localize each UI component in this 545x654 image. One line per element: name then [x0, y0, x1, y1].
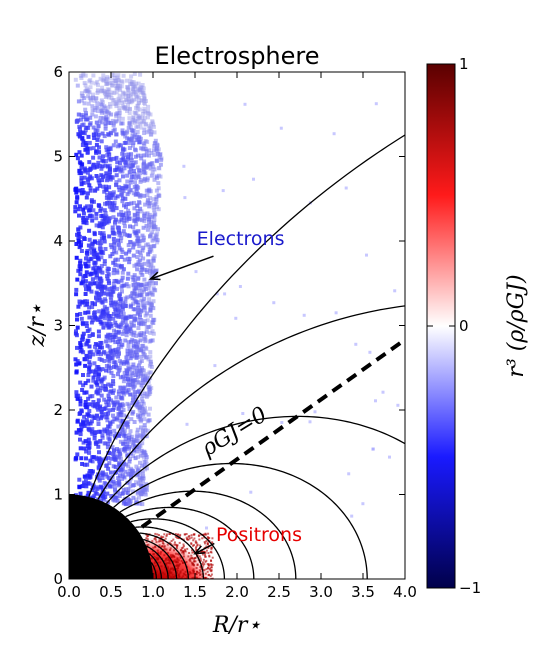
positrons-arrow: [194, 542, 215, 555]
positrons-label: Positrons: [216, 524, 302, 546]
x-tick-label: 1.5: [183, 583, 207, 601]
y-tick-label: 1: [53, 486, 63, 504]
null-surface-line: [126, 338, 405, 540]
x-tick-label: 3.5: [351, 583, 375, 601]
y-axis-label: z/r⋆: [25, 303, 50, 348]
x-axis-label: R/r⋆: [212, 613, 261, 638]
y-tick-label: 4: [53, 232, 63, 250]
y-tick-label: 2: [53, 401, 63, 419]
neutron-star: [69, 494, 153, 579]
x-tick-label: 2.0: [225, 583, 249, 601]
electrons-annotation: Electrons: [148, 228, 285, 281]
scatter-dots: [182, 102, 400, 530]
electrons-arrow: [150, 255, 214, 280]
colorbar-label: r³ (ρ/ρGJ): [504, 274, 529, 377]
dipole-field-lines: [88, 134, 405, 579]
positrons-arrow-head: [193, 545, 206, 555]
chart-title: Electrosphere: [154, 42, 319, 70]
y-ticks: 0 1 2 3 4 5 6: [53, 63, 405, 588]
y-tick-label: 3: [53, 317, 63, 335]
colorbar-tick-label: −1: [459, 579, 481, 597]
colorbar-tick-label: 0: [459, 317, 469, 335]
x-tick-label: 0.5: [99, 583, 123, 601]
y-tick-label: 6: [53, 63, 63, 81]
x-tick-label: 2.5: [267, 583, 291, 601]
electrons-arrow-head: [148, 271, 161, 281]
electrons-label: Electrons: [197, 228, 285, 250]
colorbar-ticks: −1 0 1: [427, 55, 481, 597]
x-tick-label: 3.0: [309, 583, 333, 601]
electron-cloud: [73, 72, 164, 507]
positrons-annotation: Positrons: [193, 524, 302, 555]
x-ticks: 0.0 0.5 1.0 1.5 2.0 2.5 3.0 3.5 4.0: [57, 72, 417, 601]
x-tick-label: 1.0: [141, 583, 165, 601]
y-tick-label: 0: [53, 570, 63, 588]
x-tick-label: 0.0: [57, 583, 81, 601]
colorbar-tick-label: 1: [459, 55, 469, 73]
colorbar: −1 0 1 r³ (ρ/ρGJ): [426, 55, 529, 597]
x-tick-label: 4.0: [393, 583, 417, 601]
y-tick-label: 5: [53, 148, 63, 166]
